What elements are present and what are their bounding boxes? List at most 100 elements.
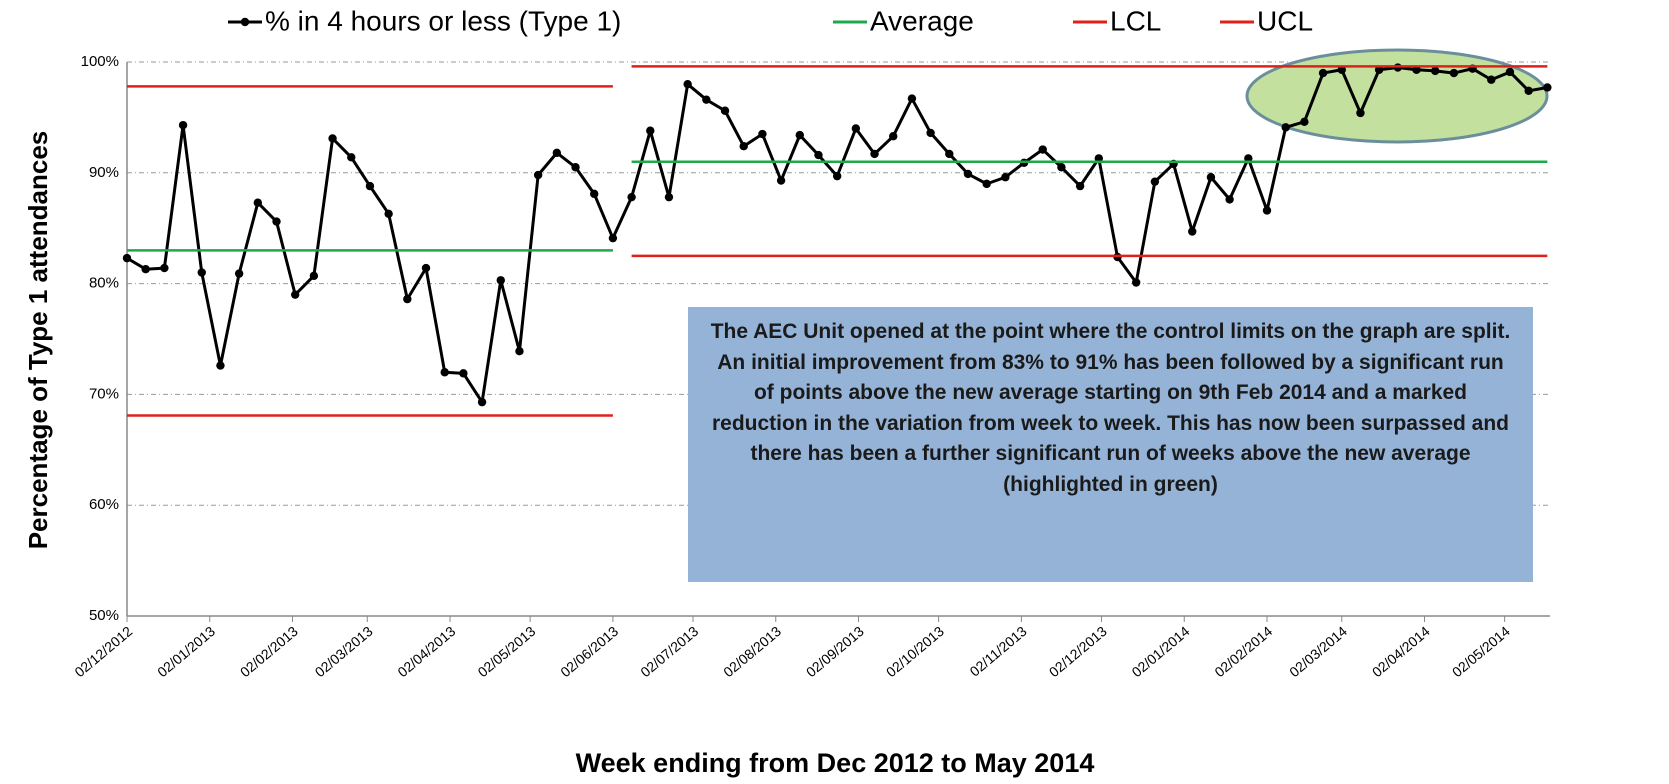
data-point	[216, 361, 225, 370]
data-point	[141, 264, 150, 274]
data-point	[403, 294, 412, 304]
legend-label: Average	[870, 5, 974, 36]
data-point	[533, 170, 543, 180]
x-tick-label: 02/03/2013	[312, 623, 376, 680]
data-point	[384, 209, 393, 218]
x-tick-label: 02/12/2013	[1046, 623, 1110, 680]
legend-marker	[240, 17, 250, 27]
y-tick-label: 90%	[89, 164, 119, 181]
data-point	[328, 134, 337, 143]
data-point	[1206, 173, 1216, 182]
x-tick-label: 02/07/2013	[637, 623, 701, 680]
data-point	[1001, 173, 1010, 182]
data-point	[571, 163, 580, 172]
x-tick-label: 02/09/2013	[803, 623, 867, 680]
x-tick-label: 02/12/2012	[71, 623, 135, 680]
x-tick-label: 02/04/2013	[394, 623, 458, 680]
data-point	[160, 263, 169, 273]
x-tick-label: 02/04/2014	[1369, 623, 1433, 680]
data-point	[477, 397, 487, 407]
data-point	[122, 253, 132, 263]
data-point	[515, 346, 524, 356]
data-point	[851, 124, 861, 133]
data-point	[234, 269, 244, 278]
x-tick-label: 02/02/2013	[237, 623, 301, 680]
data-point	[739, 142, 748, 151]
data-point	[870, 149, 879, 159]
data-point	[1300, 117, 1309, 127]
data-point	[590, 189, 599, 199]
data-point	[683, 79, 692, 89]
data-point	[664, 192, 674, 202]
data-point	[982, 179, 991, 189]
data-point	[720, 106, 730, 115]
x-tick-label: 02/10/2013	[883, 623, 947, 680]
y-tick-label: 80%	[89, 275, 119, 292]
data-point	[440, 368, 449, 377]
x-tick-label: 02/01/2013	[154, 623, 218, 680]
data-point	[945, 149, 954, 159]
x-tick-label: 02/02/2014	[1211, 623, 1275, 680]
data-point	[1318, 68, 1328, 78]
y-tick-label: 60%	[89, 496, 119, 513]
data-point	[1487, 75, 1496, 84]
legend-label: UCL	[1257, 5, 1313, 36]
data-point	[926, 128, 935, 138]
x-tick-label: 02/01/2014	[1129, 623, 1193, 680]
data-point	[178, 120, 188, 130]
data-point	[907, 94, 917, 103]
data-point	[1449, 68, 1459, 78]
data-point	[1281, 123, 1290, 132]
data-point	[814, 150, 823, 160]
data-point	[1150, 177, 1160, 186]
data-point	[1262, 206, 1272, 215]
data-point	[197, 268, 206, 277]
data-point	[702, 95, 711, 104]
data-point	[552, 148, 562, 158]
x-tick-label: 02/06/2013	[557, 623, 621, 680]
data-point	[832, 171, 842, 181]
data-point	[1430, 66, 1440, 76]
y-tick-label: 100%	[81, 53, 119, 70]
data-point	[1131, 278, 1141, 287]
x-tick-label: 02/05/2014	[1449, 623, 1513, 680]
x-axis-title: Week ending from Dec 2012 to May 2014	[576, 748, 1095, 778]
data-point	[795, 130, 804, 140]
y-tick-label: 70%	[89, 385, 119, 402]
data-point	[608, 233, 618, 243]
data-point	[290, 290, 300, 299]
x-tick-label: 02/08/2013	[720, 623, 784, 680]
data-point	[365, 181, 375, 191]
x-tick-label: 02/11/2013	[967, 623, 1030, 680]
data-point	[1356, 108, 1365, 118]
data-point	[1075, 181, 1085, 191]
annotation-box: The AEC Unit opened at the point where t…	[688, 307, 1533, 582]
data-point	[776, 176, 786, 185]
y-axis-title: Percentage of Type 1 attendances	[23, 131, 53, 550]
legend-label: % in 4 hours or less (Type 1)	[265, 5, 621, 36]
data-point	[421, 263, 431, 273]
data-point	[627, 192, 636, 202]
data-point	[309, 271, 319, 281]
data-point	[1524, 86, 1533, 96]
x-tick-label: 02/05/2013	[474, 623, 538, 680]
data-point	[1505, 67, 1515, 77]
x-tick-label: 02/03/2014	[1286, 623, 1350, 680]
data-point	[1057, 163, 1066, 172]
data-point	[1188, 227, 1197, 236]
data-point	[963, 169, 973, 179]
data-point	[1225, 195, 1234, 204]
data-point	[646, 126, 655, 135]
data-point	[347, 153, 356, 162]
data-point	[272, 217, 281, 226]
data-point	[889, 132, 898, 141]
data-point	[758, 129, 767, 139]
data-point	[1038, 145, 1047, 154]
data-point	[459, 369, 468, 378]
legend-label: LCL	[1110, 5, 1161, 36]
data-point	[1543, 83, 1552, 92]
data-point	[496, 276, 505, 285]
